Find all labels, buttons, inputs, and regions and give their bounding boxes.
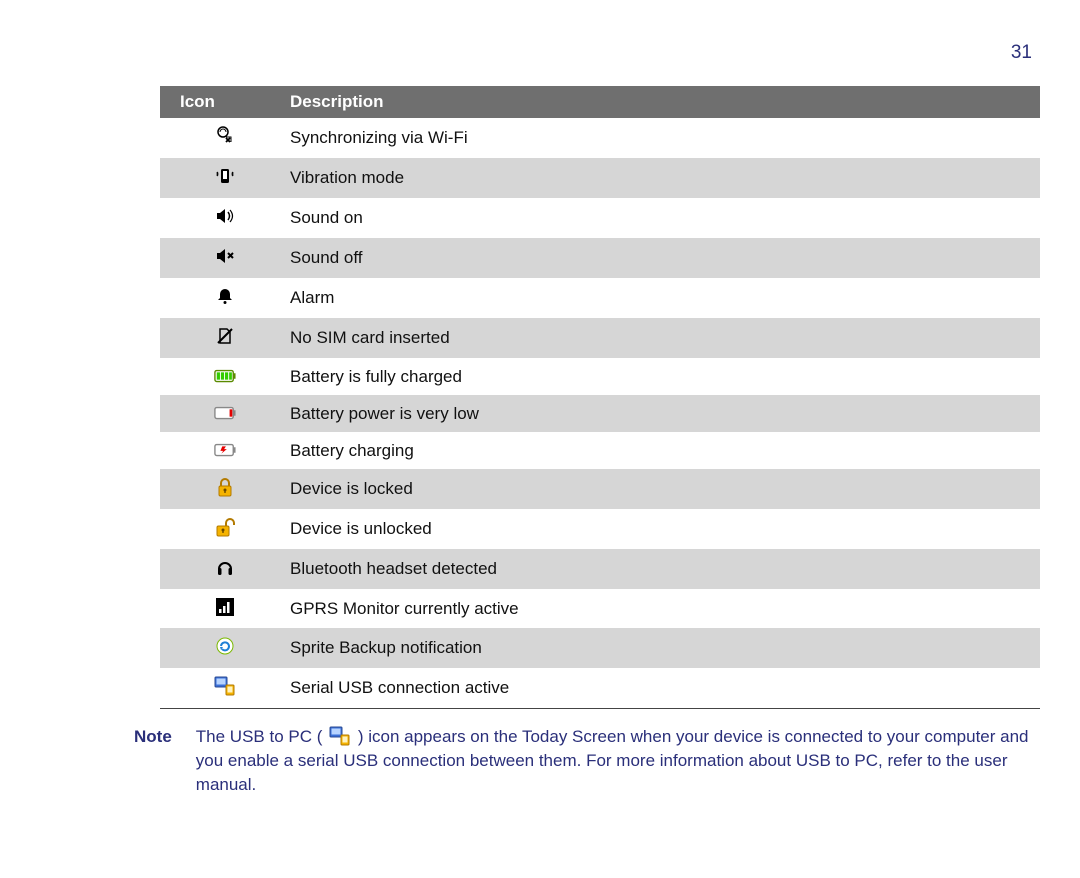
no-sim-icon xyxy=(214,325,236,347)
description-cell: Synchronizing via Wi-Fi xyxy=(280,118,1040,158)
description-cell: GPRS Monitor currently active xyxy=(280,589,1040,628)
icon-cell xyxy=(160,589,280,628)
description-cell: Device is unlocked xyxy=(280,509,1040,549)
note-text-before: The USB to PC ( xyxy=(196,727,327,746)
page-number: 31 xyxy=(1011,42,1032,64)
manual-page: 31 Icon Description Synchronizing via Wi… xyxy=(0,0,1080,878)
header-desc-col: Description xyxy=(280,86,1040,118)
sound-off-icon xyxy=(214,245,236,267)
icon-cell xyxy=(160,628,280,668)
description-cell: Alarm xyxy=(280,278,1040,318)
table-row: Device is unlocked xyxy=(160,509,1040,549)
table-row: Bluetooth headset detected xyxy=(160,549,1040,589)
vibrate-icon xyxy=(214,165,236,187)
table-row: Battery power is very low xyxy=(160,395,1040,432)
icon-cell xyxy=(160,198,280,238)
icon-cell xyxy=(160,668,280,709)
icon-description-table: Icon Description Synchronizing via Wi-Fi… xyxy=(160,86,1040,709)
table-row: GPRS Monitor currently active xyxy=(160,589,1040,628)
icon-cell xyxy=(160,432,280,469)
description-cell: Battery power is very low xyxy=(280,395,1040,432)
icon-cell xyxy=(160,358,280,395)
note-text: The USB to PC ( ) icon appears on the To… xyxy=(196,725,1054,796)
serial-usb-icon xyxy=(329,726,351,746)
description-cell: Sprite Backup notification xyxy=(280,628,1040,668)
table-row: Serial USB connection active xyxy=(160,668,1040,709)
sound-on-icon xyxy=(214,205,236,227)
icon-cell xyxy=(160,395,280,432)
lock-icon xyxy=(214,476,236,498)
sprite-backup-icon xyxy=(214,635,236,657)
table-row: Vibration mode xyxy=(160,158,1040,198)
table-row: No SIM card inserted xyxy=(160,318,1040,358)
gprs-monitor-icon xyxy=(214,596,236,618)
description-cell: No SIM card inserted xyxy=(280,318,1040,358)
battery-charging-icon xyxy=(214,439,236,461)
battery-full-icon xyxy=(214,365,236,387)
table-row: Sound off xyxy=(160,238,1040,278)
table-row: Battery charging xyxy=(160,432,1040,469)
description-cell: Serial USB connection active xyxy=(280,668,1040,709)
table-row: Battery is fully charged xyxy=(160,358,1040,395)
icon-cell xyxy=(160,118,280,158)
description-cell: Sound on xyxy=(280,198,1040,238)
icon-cell xyxy=(160,509,280,549)
description-cell: Battery charging xyxy=(280,432,1040,469)
icon-cell xyxy=(160,238,280,278)
bt-headset-icon xyxy=(214,556,236,578)
battery-low-icon xyxy=(214,402,236,424)
icon-cell xyxy=(160,318,280,358)
description-cell: Bluetooth headset detected xyxy=(280,549,1040,589)
sync-wifi-icon xyxy=(214,125,236,147)
unlock-icon xyxy=(214,516,236,538)
alarm-icon xyxy=(214,285,236,307)
table-row: Sound on xyxy=(160,198,1040,238)
note-block: Note The USB to PC ( ) icon appears on t… xyxy=(134,725,1054,796)
table-row: Device is locked xyxy=(160,469,1040,509)
description-cell: Vibration mode xyxy=(280,158,1040,198)
icon-cell xyxy=(160,469,280,509)
header-icon-col: Icon xyxy=(160,86,280,118)
description-cell: Sound off xyxy=(280,238,1040,278)
description-cell: Device is locked xyxy=(280,469,1040,509)
icon-cell xyxy=(160,549,280,589)
icon-cell xyxy=(160,278,280,318)
description-cell: Battery is fully charged xyxy=(280,358,1040,395)
serial-usb-icon xyxy=(214,675,236,697)
table-row: Alarm xyxy=(160,278,1040,318)
table-row: Sprite Backup notification xyxy=(160,628,1040,668)
table-header-row: Icon Description xyxy=(160,86,1040,118)
table-row: Synchronizing via Wi-Fi xyxy=(160,118,1040,158)
icon-cell xyxy=(160,158,280,198)
note-label: Note xyxy=(134,725,172,796)
